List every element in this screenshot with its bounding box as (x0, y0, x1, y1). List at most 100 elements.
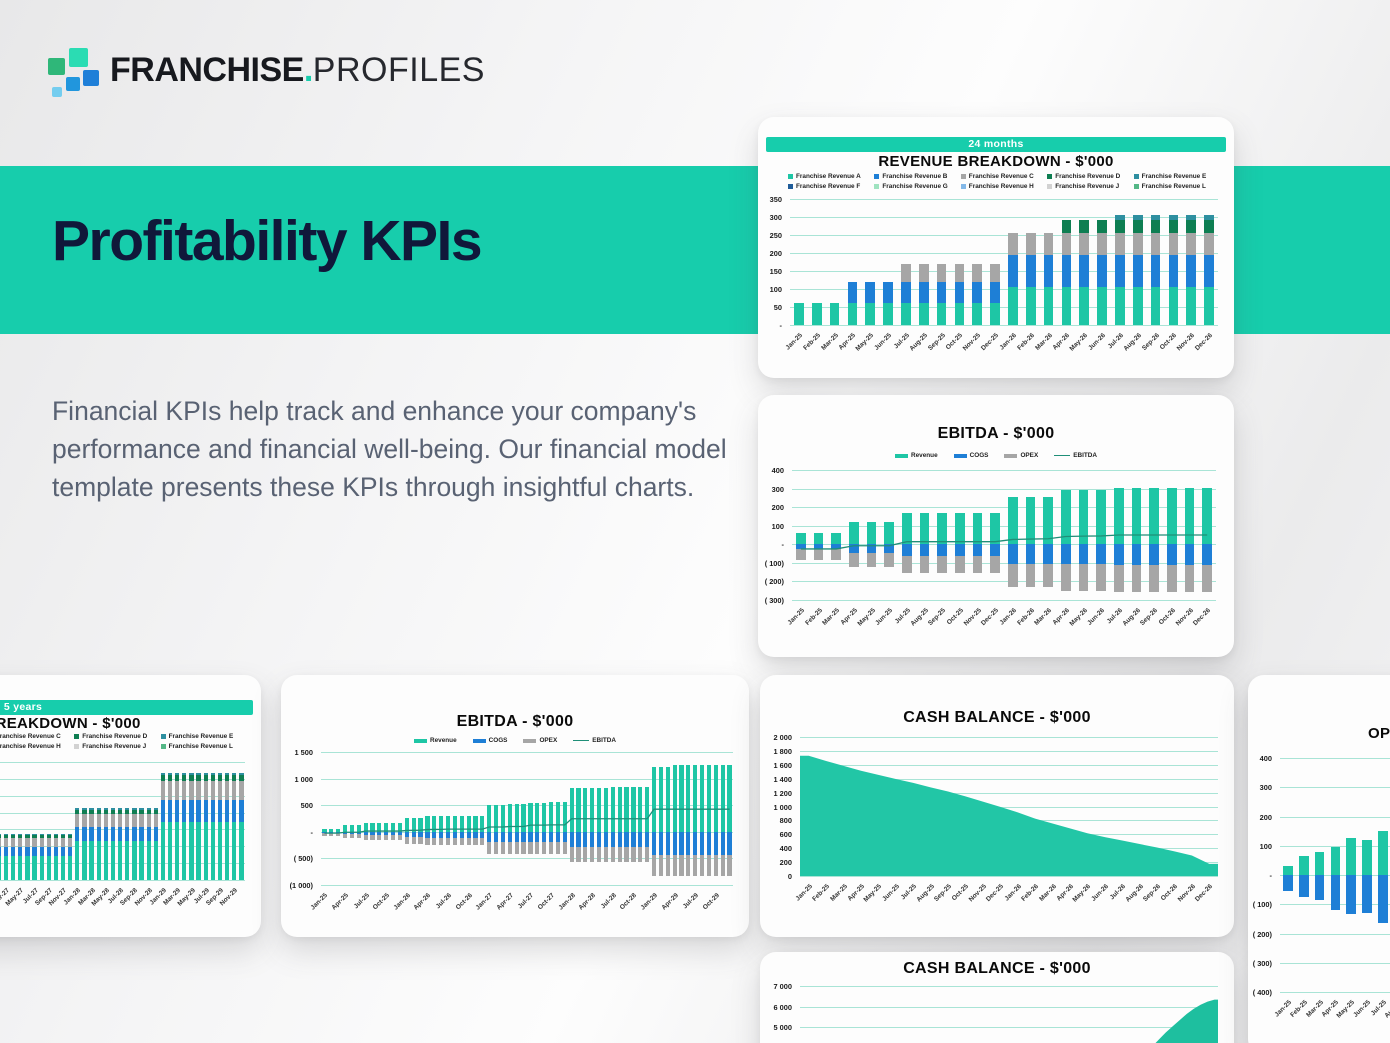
bar-segment (507, 841, 512, 854)
bar-segment (596, 788, 602, 832)
bar-segment (1150, 219, 1161, 234)
bar-segment (555, 802, 561, 832)
bar-segment (89, 813, 94, 827)
bar-segment (239, 772, 244, 776)
bar-segment (1346, 875, 1357, 915)
legend-label: Franchise Revenue C (968, 173, 1034, 180)
bar-segment (153, 826, 158, 842)
bar-segment (1025, 287, 1036, 325)
bar-segment (713, 854, 718, 876)
bar-segment (175, 775, 180, 781)
bar-segment (189, 800, 194, 822)
bar-segment (32, 835, 37, 839)
y-tick-label: 1 500 (294, 748, 314, 757)
bar-segment (562, 831, 567, 843)
bar-segment (990, 555, 1000, 574)
bar-segment (672, 765, 677, 832)
bar-segment (146, 813, 151, 827)
bar-segment (699, 765, 705, 832)
bar-segment (693, 831, 698, 855)
chart-title: CASH BALANCE - $'000 (903, 709, 1091, 726)
x-axis: Jan-25 Feb-25 Mar-25 Apr-25 May-25 Jun-25 Jul-… (784, 328, 1218, 376)
bar-segment (53, 835, 59, 839)
bar-segment (535, 842, 540, 855)
bar-segment (1113, 544, 1124, 565)
bar-segment (146, 808, 151, 810)
bar-segment (1131, 544, 1142, 565)
bar-segment (225, 821, 230, 880)
bar-segment (1184, 544, 1195, 565)
y-tick-label: - (1269, 871, 1272, 880)
bar-segment (658, 766, 664, 832)
legend-line-swatch (1054, 454, 1071, 457)
bar-segment (679, 765, 684, 832)
bar-segment (160, 821, 166, 880)
bar-segment (535, 802, 540, 832)
bar-segment (1007, 496, 1018, 545)
bar-segment (884, 552, 894, 568)
bar-segment (182, 821, 187, 880)
bar-segment (39, 833, 44, 836)
bar-segment (3, 846, 9, 856)
bar-segment (196, 800, 201, 822)
bar-segment (432, 816, 437, 832)
bar-segment (18, 835, 23, 839)
y-tick-label: 800 (779, 816, 792, 826)
legend-label: Franchise Revenue A (796, 173, 861, 180)
bar-segment (167, 800, 173, 822)
legend-item: Revenue (413, 737, 457, 744)
bar-segment (82, 809, 87, 814)
bar-segment (866, 522, 877, 545)
bar-segment (651, 831, 657, 855)
bar-segment (795, 548, 806, 561)
bar-segment (210, 780, 216, 801)
bar-segment (590, 831, 595, 848)
bar-segment (356, 834, 361, 839)
bar-segment (25, 833, 30, 836)
bar-segment (610, 831, 615, 848)
cash-balance-24m-card: CASH BALANCE - $'000 2 000 1 800 1 600 1 40… (760, 675, 1234, 937)
bar-segment (1362, 839, 1372, 875)
bar-segment (1115, 219, 1125, 234)
bar-segment (125, 813, 130, 827)
bar-segment (954, 281, 965, 304)
bar-segment (1007, 563, 1018, 587)
bar-segment (445, 831, 451, 838)
legend-label: Franchise Revenue D (82, 733, 148, 740)
bar-segment (528, 802, 533, 832)
bar-segment (390, 822, 396, 832)
bar-segment (110, 826, 116, 842)
bar-segment (645, 787, 650, 832)
bar-segment (1008, 254, 1018, 288)
bar-segment (0, 846, 2, 856)
bar-segment (439, 831, 444, 838)
gridline (1280, 845, 1390, 847)
bar-segment (217, 775, 223, 781)
bar-segment (521, 831, 526, 842)
bar-segment (631, 787, 636, 832)
bar-segment (514, 804, 519, 832)
y-tick-label: 6 000 (773, 1002, 793, 1012)
bar-segment (848, 552, 859, 568)
y-axis: 400 300 200 100 - ( 100) ( 200) ( 300) ( 400) (1248, 754, 1276, 997)
bar-segment (590, 847, 595, 863)
bar-segment (555, 831, 561, 843)
gridline (0, 863, 245, 865)
legend-label: Franchise Revenue L (1141, 183, 1206, 190)
y-tick-label: 200 (771, 503, 784, 513)
bar-segment (831, 548, 841, 561)
bar-segment (175, 800, 180, 822)
legend-label: Franchise Revenue H (968, 183, 1034, 190)
bar-segment (1097, 233, 1107, 255)
bar-segment (89, 809, 94, 814)
gridline (321, 752, 733, 753)
bar-segment (883, 303, 893, 325)
bar-segment (25, 846, 30, 856)
bar-segment (225, 800, 230, 822)
bar-segment (39, 835, 44, 839)
chart-title: CASH BALANCE - $'000 (903, 960, 1091, 977)
bar-segment (1025, 233, 1036, 255)
bar-segment (727, 831, 732, 855)
bar-segment (132, 809, 137, 814)
